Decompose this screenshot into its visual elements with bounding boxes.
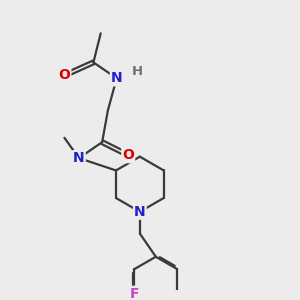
Text: O: O <box>58 68 70 83</box>
Text: N: N <box>73 151 85 165</box>
Text: H: H <box>131 64 142 78</box>
Text: N: N <box>111 71 122 85</box>
Text: F: F <box>130 287 139 300</box>
Text: N: N <box>134 205 146 219</box>
Text: O: O <box>122 148 134 162</box>
